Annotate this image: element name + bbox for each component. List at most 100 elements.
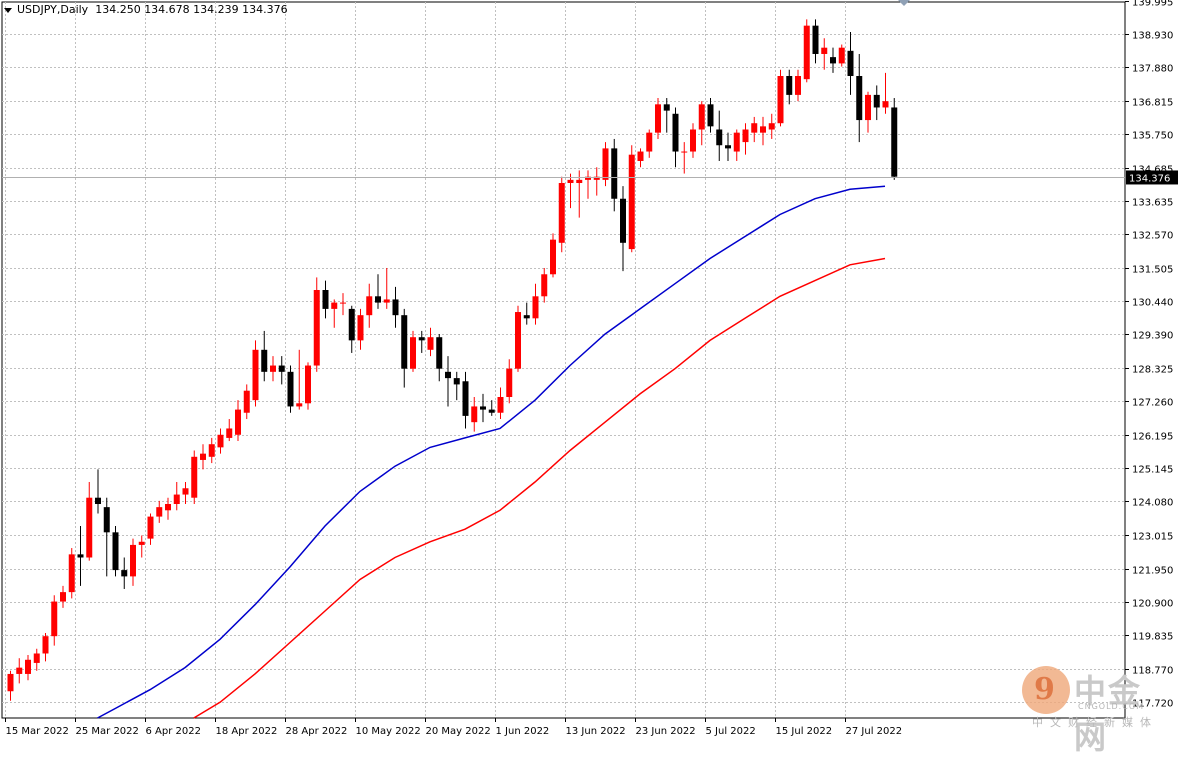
candle-body (760, 126, 766, 133)
candle-body (208, 444, 215, 457)
candle (7, 670, 14, 701)
x-tick-label: 28 Apr 2022 (286, 726, 348, 737)
candle-body (663, 104, 670, 111)
y-tick-label: 132.570 (1132, 231, 1173, 242)
axes: 139.995 138.930 137.880 136.815 135.750 134.6… (2, 0, 1178, 737)
chevron-down-icon[interactable] (4, 7, 12, 13)
candle (480, 393, 486, 423)
candle (707, 98, 714, 133)
candle-body (357, 315, 364, 341)
price-chart[interactable]: 139.995 138.930 137.880 136.815 135.750 134.6… (0, 0, 1182, 740)
candle-body (523, 315, 530, 319)
candle-body (768, 123, 775, 130)
moving-average-line-2 (193, 257, 886, 719)
candle (138, 535, 145, 558)
x-tick-label: 15 Mar 2022 (6, 726, 69, 737)
y-tick-label: 128.325 (1132, 365, 1173, 376)
candle (348, 305, 355, 353)
candle-body (681, 151, 688, 153)
grid (1, 1, 1126, 719)
candle (620, 186, 626, 272)
candle-body (488, 409, 495, 413)
candle-body (200, 453, 206, 460)
candle-body (427, 337, 434, 350)
candle-body (383, 299, 390, 303)
candle-body (497, 397, 504, 413)
candle (401, 308, 408, 388)
last-price-tag-label: 134.376 (1129, 173, 1170, 184)
chart-header[interactable]: USDJPY,Daily 134.250 134.678 134.239 134… (4, 3, 288, 16)
candle (760, 116, 766, 146)
candle-body (550, 239, 556, 275)
candle (803, 19, 810, 83)
candle-body (340, 302, 346, 304)
x-tick-label: 13 Jun 2022 (566, 726, 626, 737)
candle (742, 123, 749, 155)
candle-body (42, 636, 49, 654)
candle (873, 85, 880, 121)
candle-body (698, 104, 705, 130)
candle (471, 397, 478, 432)
candle-body (147, 516, 154, 539)
candle (838, 44, 845, 67)
candle (453, 371, 460, 401)
y-tick-label: 129.390 (1132, 331, 1173, 342)
candle-body (471, 406, 478, 423)
candle-body (873, 94, 880, 108)
candle (322, 280, 329, 319)
candle-body (445, 371, 451, 379)
candle (200, 444, 206, 470)
candle (488, 400, 495, 416)
candle-body (795, 76, 801, 95)
candle (777, 69, 784, 127)
y-tick-label: 123.015 (1132, 532, 1173, 543)
candle (768, 113, 775, 139)
candle (445, 356, 451, 407)
candle-body (7, 673, 14, 692)
x-tick-label: 25 Mar 2022 (76, 726, 139, 737)
candle (427, 327, 434, 357)
candle-body (725, 145, 731, 149)
x-tick-label: 10 May 2022 (356, 726, 421, 737)
candle-body (252, 349, 259, 401)
candle (418, 330, 425, 353)
x-tick-label: 15 Jul 2022 (776, 726, 833, 737)
y-tick-label: 133.635 (1132, 198, 1173, 209)
candle-body (593, 176, 600, 180)
candle-body (86, 497, 93, 558)
candle-body (436, 337, 443, 369)
candle (147, 513, 154, 545)
candle (672, 107, 679, 168)
candle-body (235, 409, 241, 435)
candle-body (25, 659, 31, 674)
candle-body (541, 274, 548, 297)
candle (558, 176, 565, 253)
candle (112, 526, 119, 577)
candle-body (182, 488, 189, 495)
x-tick-label: 1 Jun 2022 (496, 726, 550, 737)
candle-body (173, 494, 180, 505)
chart-shift-marker-icon[interactable] (898, 0, 910, 6)
candle-body (716, 129, 723, 146)
candle (42, 633, 49, 662)
candle (856, 53, 863, 143)
candle-body (410, 337, 416, 369)
candle (340, 293, 346, 316)
candle-body (287, 371, 294, 407)
candle-body (751, 123, 758, 133)
candle (830, 47, 836, 73)
candle (663, 98, 670, 133)
candle-body (261, 349, 268, 372)
x-tick-label: 5 Jul 2022 (706, 726, 756, 737)
candle (751, 116, 758, 143)
symbol-label: USDJPY,Daily (17, 3, 89, 16)
candle (628, 145, 635, 253)
candle-body (366, 296, 373, 316)
candle-body (226, 428, 233, 438)
y-tick-label: 135.750 (1132, 131, 1173, 142)
candle-body (646, 132, 653, 152)
candle-body (77, 554, 84, 558)
candle-body (453, 378, 460, 385)
candle (585, 170, 591, 199)
